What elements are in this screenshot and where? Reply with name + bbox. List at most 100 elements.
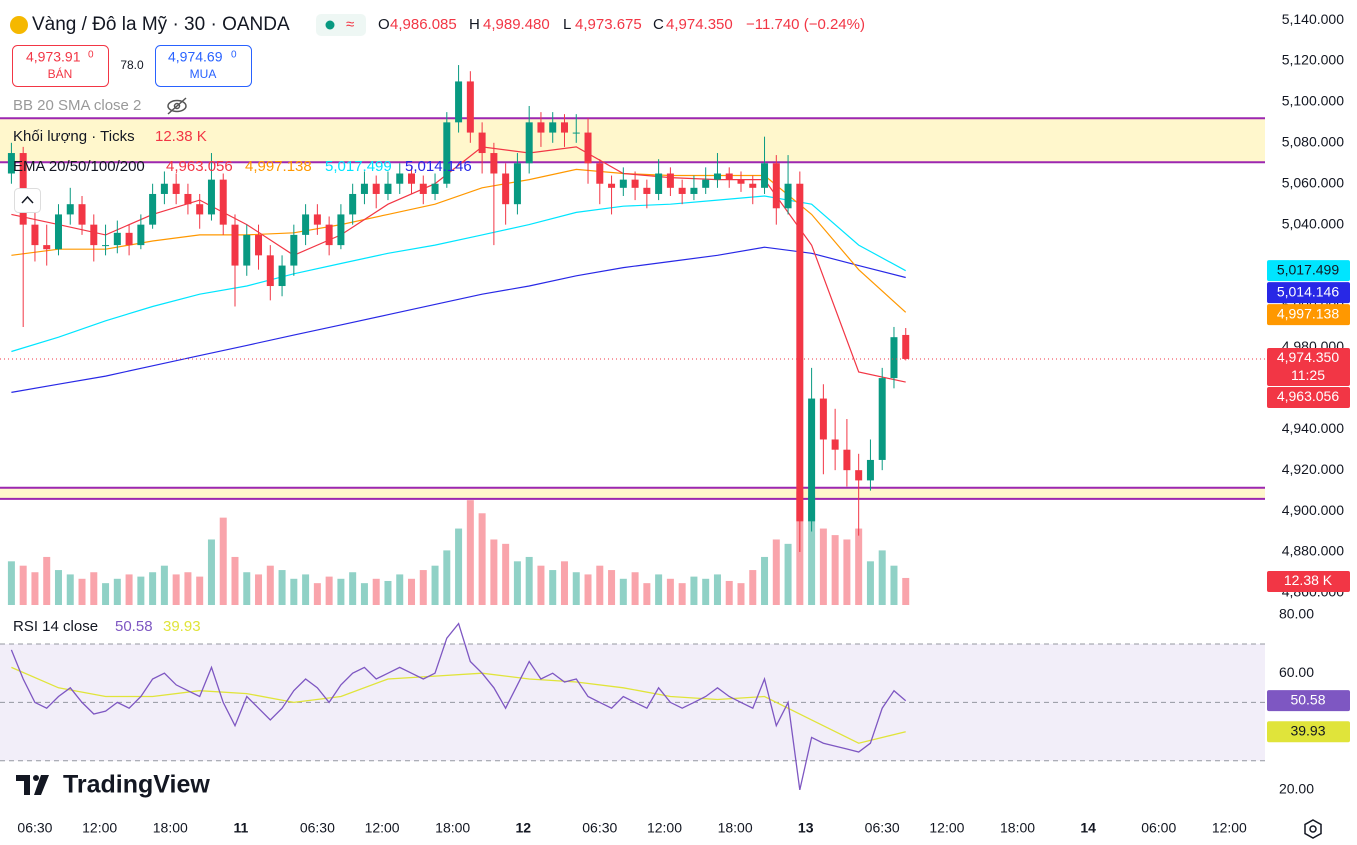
volume-bar [749,570,757,605]
price-tag [1267,282,1350,304]
candle-body [419,183,427,194]
collapse-button[interactable] [14,188,41,213]
collapse-icon[interactable] [21,195,34,204]
candle-body [455,81,463,123]
volume-legend[interactable]: Khối lượng · Ticks [13,128,135,145]
volume-bar [702,578,710,605]
ema-legend-value: 5,014.146 [405,158,472,175]
volume-bar [172,574,180,605]
candle-body [31,224,39,246]
candle-body [596,163,604,184]
logo[interactable]: TradingView [16,771,210,799]
candle-body [608,183,616,188]
buy-price[interactable]: 4,974.69 [168,49,223,65]
volume-bar [737,583,745,605]
ema-legend-value: 4,997.138 [245,158,312,175]
rsi-tag-label: 50.58 [1290,691,1325,707]
volume-bar [608,570,616,605]
rsi-line [10,622,907,791]
candle-body [490,153,498,174]
high-value: 4,989.480 [483,16,550,33]
candle-body [66,204,74,215]
sell-price-sup[interactable]: 0 [88,50,94,61]
candle-body [478,132,486,154]
ema-line [11,246,906,393]
candle-body [325,224,333,246]
hidden-icon[interactable] [167,97,187,115]
rsi-tick-label: 60.00 [1279,664,1314,680]
y-tick-label: 5,040.000 [1282,215,1344,231]
candle-body [572,132,580,134]
candle-body [725,173,733,180]
candle-body [7,153,15,174]
candle-body [702,179,710,188]
ema-line [11,168,907,313]
candle-body [878,378,886,460]
y-tick-label: 5,120.000 [1282,52,1344,68]
volume-bar [184,572,192,605]
volume-bar [690,576,698,605]
ema-legend[interactable]: EMA 20/50/100/200 [13,158,145,175]
candle-body [113,232,121,246]
candle-body [737,179,745,184]
candle-body [443,122,451,184]
sell-button[interactable] [12,45,109,87]
volume-bar [772,539,780,605]
candle-body [796,183,804,522]
sell-price[interactable]: 4,973.91 [26,49,81,65]
low-key: L [563,16,571,33]
bb-legend[interactable]: BB 20 SMA close 2 [13,97,141,114]
candle-body [243,234,251,266]
volume-bar [290,578,298,605]
candle-body [219,179,227,225]
volume-bar [431,565,439,605]
x-tick-label: 12 [516,820,532,836]
buy-price-sup[interactable]: 0 [231,50,237,61]
price-tag-label: 11:25 [1291,367,1325,383]
x-tick-label: 13 [798,820,814,836]
candle-body [160,183,168,194]
y-tick-label: 4,900.000 [1282,502,1344,518]
buy-button[interactable] [155,45,252,87]
candle-body [278,265,286,287]
candle-body [560,122,568,133]
candle-body [384,183,392,194]
volume-bar [890,565,898,605]
volume-bar [808,495,816,605]
spread: 78.0 [120,58,144,72]
rsi-legend[interactable]: RSI 14 close [13,618,98,635]
volume-bar [113,578,121,605]
settings-icon[interactable] [1304,819,1322,839]
y-tick-label: 4,880.000 [1282,543,1344,559]
y-tick-label: 5,080.000 [1282,134,1344,150]
ema-legend-value: 4,963.056 [166,158,233,175]
buy-label[interactable]: MUA [190,67,217,81]
price-tag [1267,304,1350,326]
x-tick-label: 12:00 [1212,820,1247,836]
sell-label[interactable]: BÁN [48,66,73,81]
volume-bar [231,556,239,605]
status-badge [316,14,366,36]
x-tick-label: 12:00 [647,820,682,836]
ema-line [11,146,906,383]
candle-body [631,179,639,188]
rsi-tick-label: 80.00 [1279,606,1314,622]
x-tick-label: 11 [233,820,248,836]
logo-text[interactable]: TradingView [63,771,210,799]
volume-bar [631,572,639,605]
volume-bar [349,572,357,605]
candle-body [549,122,557,133]
x-tick-label: 12:00 [82,820,117,836]
price-tag-label: 5,017.499 [1277,261,1339,277]
candle-body [255,234,263,256]
volume-bar [596,565,604,605]
candle-body [54,214,62,250]
x-tick-label: 06:30 [582,820,617,836]
candle-body [761,163,769,188]
candle-body [866,459,874,481]
volume-bar [243,572,251,605]
candle-body [666,173,674,188]
candle-body [525,122,533,164]
candle-body [396,173,404,184]
